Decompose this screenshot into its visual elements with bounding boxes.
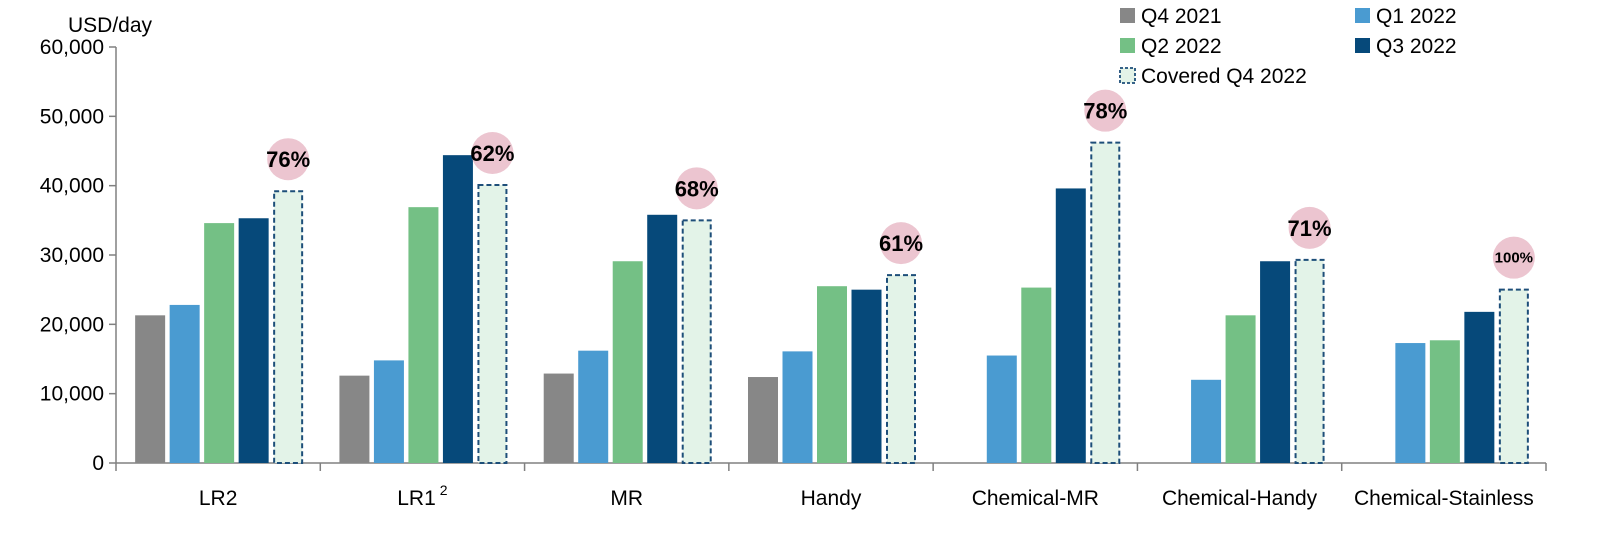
coverage-circle bbox=[1084, 89, 1127, 132]
bar-q3-2022 bbox=[442, 155, 473, 463]
bar-q2-2022 bbox=[817, 286, 847, 463]
legend-label: Q1 2022 bbox=[1376, 5, 1457, 28]
bar-covered-q4-2022 bbox=[1294, 258, 1325, 464]
axes-layer: 0 10,000 20,000 30,000 40,000 50,000 60,000 LR2… bbox=[40, 36, 1547, 510]
coverage-label: 71% bbox=[1288, 216, 1332, 241]
x-category-label: LR1 2 bbox=[397, 482, 448, 510]
x-category-superscript: 2 bbox=[440, 482, 448, 498]
bar-q4-2021 bbox=[339, 375, 370, 463]
bar-q4-2021 bbox=[543, 373, 574, 463]
y-axis-unit-label: USD/day bbox=[68, 14, 153, 37]
coverage-circle bbox=[880, 222, 922, 265]
legend-label: Q4 2021 bbox=[1141, 5, 1222, 28]
legend-label: Covered Q4 2022 bbox=[1141, 65, 1307, 88]
x-category-label: Chemical-Handy bbox=[1162, 487, 1318, 510]
bar-q2-2022 bbox=[408, 207, 439, 463]
coverage-label: 78% bbox=[1083, 99, 1127, 124]
bar-covered-q4-2022 bbox=[1498, 288, 1529, 464]
y-tick-label: 40,000 bbox=[40, 175, 104, 198]
legend-swatch bbox=[1119, 67, 1136, 84]
bar-covered-q4-2022 bbox=[273, 190, 304, 464]
annotations-layer: 76% 62% 68% 61% 78% 71% 100% bbox=[266, 89, 1535, 279]
coverage-circle bbox=[675, 167, 718, 210]
bar-q3-2022 bbox=[1055, 188, 1086, 463]
bar-covered-q4-2022 bbox=[477, 183, 508, 464]
y-tick-label: 10,000 bbox=[40, 383, 104, 406]
legend-swatch bbox=[1355, 8, 1370, 23]
bar-q1-2022 bbox=[1395, 343, 1426, 463]
x-category-label: Handy bbox=[801, 487, 862, 510]
bar-q2-2022 bbox=[204, 223, 235, 463]
coverage-label: 61% bbox=[879, 231, 923, 256]
bar-q2-2022 bbox=[1429, 340, 1460, 463]
coverage-circle bbox=[471, 131, 514, 174]
bar-covered-q4-2022 bbox=[681, 219, 712, 464]
bar-covered-q4-2022 bbox=[886, 274, 916, 464]
bar-q3-2022 bbox=[851, 289, 882, 463]
bar-q4-2021 bbox=[748, 377, 778, 463]
bar-q3-2022 bbox=[1260, 261, 1291, 463]
y-tick-label: 60,000 bbox=[40, 36, 104, 59]
y-tick-label: 0 bbox=[92, 452, 104, 475]
coverage-circle bbox=[1288, 206, 1331, 249]
bar-q2-2022 bbox=[1225, 315, 1256, 463]
coverage-label: 68% bbox=[675, 176, 719, 201]
bar-q2-2022 bbox=[612, 261, 643, 463]
bar-q3-2022 bbox=[647, 214, 678, 463]
x-category-label: Chemical-MR bbox=[972, 487, 1099, 510]
legend: Q4 2021 Q1 2022 Q2 2022 Q3 2022 Covered Q4 2… bbox=[1119, 5, 1457, 88]
bar-q1-2022 bbox=[782, 351, 813, 463]
y-tick-label: 20,000 bbox=[40, 313, 104, 336]
coverage-label: 100% bbox=[1495, 250, 1533, 267]
bar-q1-2022 bbox=[986, 355, 1017, 463]
coverage-circle bbox=[267, 138, 310, 181]
bar-q1-2022 bbox=[169, 304, 200, 463]
legend-label: Q2 2022 bbox=[1141, 35, 1222, 58]
bar-q1-2022 bbox=[373, 360, 404, 463]
x-category-label: MR bbox=[610, 487, 643, 510]
legend-swatch bbox=[1120, 8, 1135, 23]
coverage-circle bbox=[1492, 236, 1535, 279]
y-tick-label: 50,000 bbox=[40, 105, 104, 128]
bar-q3-2022 bbox=[238, 218, 269, 463]
coverage-label: 62% bbox=[470, 141, 514, 166]
bar-q3-2022 bbox=[1464, 311, 1495, 463]
bar-q1-2022 bbox=[1191, 379, 1222, 463]
y-tick-label: 30,000 bbox=[40, 244, 104, 267]
coverage-label: 76% bbox=[266, 147, 310, 172]
legend-swatch bbox=[1120, 38, 1135, 53]
legend-swatch bbox=[1355, 38, 1370, 53]
bars-layer bbox=[135, 141, 1529, 464]
bar-covered-q4-2022 bbox=[1090, 141, 1121, 464]
bar-q4-2021 bbox=[135, 315, 166, 463]
bar-q1-2022 bbox=[578, 350, 609, 463]
bar-q2-2022 bbox=[1021, 287, 1052, 463]
legend-label: Q3 2022 bbox=[1376, 35, 1457, 58]
x-category-label: Chemical-Stainless bbox=[1354, 487, 1534, 510]
x-category-label: LR2 bbox=[199, 487, 238, 510]
